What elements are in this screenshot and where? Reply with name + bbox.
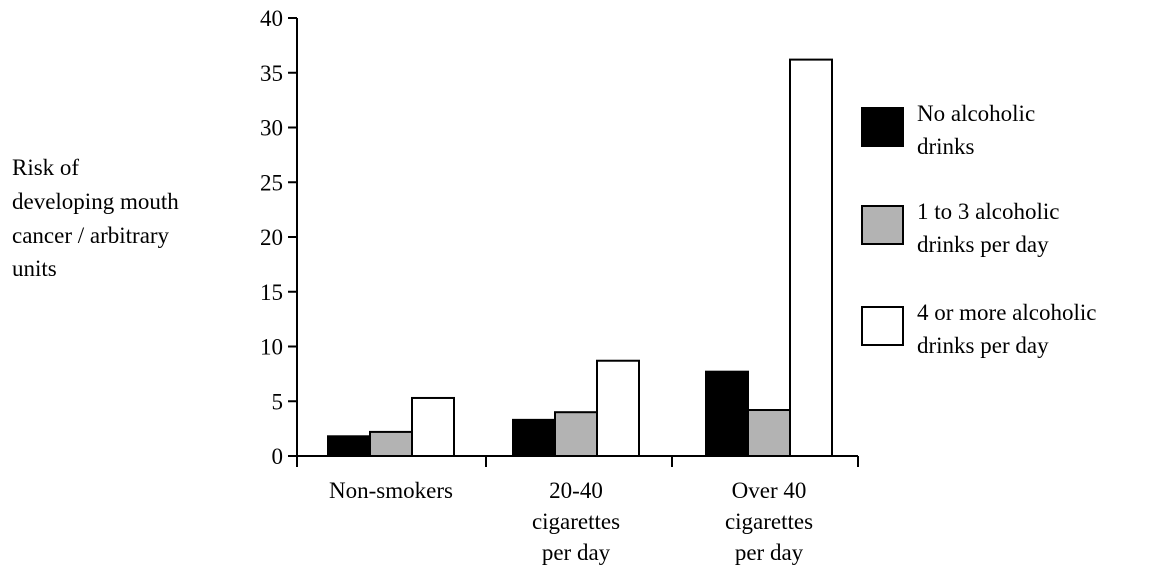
y-tick-label: 15 <box>260 280 283 305</box>
x-tick-label: per day <box>735 540 804 565</box>
y-tick-label: 35 <box>260 61 283 86</box>
y-tick-label: 25 <box>260 170 283 195</box>
legend-label: drinks per day <box>917 232 1049 257</box>
bar <box>789 58 833 458</box>
y-tick-label: 10 <box>260 335 283 360</box>
legend-label: drinks <box>917 134 975 159</box>
y-axis-label-line: cancer / arbitrary <box>12 223 170 248</box>
legend-swatch <box>861 107 904 147</box>
bar <box>512 418 556 457</box>
bar <box>596 359 640 457</box>
x-tick-label: Non-smokers <box>329 478 453 503</box>
x-tick-label: per day <box>542 540 611 565</box>
legend-label: 4 or more alcoholic <box>917 300 1096 325</box>
y-axis-label-line: developing mouth <box>12 189 179 214</box>
bar <box>747 409 791 458</box>
y-tick-label: 30 <box>260 116 283 141</box>
legend-swatch <box>861 306 904 346</box>
x-tick-label: 20-40 <box>549 478 603 503</box>
y-tick-label: 20 <box>260 225 283 250</box>
x-tick-label: Over 40 <box>732 478 807 503</box>
x-tick-label: cigarettes <box>725 509 813 534</box>
bar <box>705 370 749 457</box>
y-axis-label-line: units <box>12 256 57 281</box>
y-tick-label: 0 <box>272 444 284 469</box>
y-tick-label: 40 <box>260 6 283 31</box>
bar <box>554 411 598 458</box>
bar <box>327 435 371 458</box>
bar <box>411 396 455 457</box>
y-tick-label: 5 <box>272 389 284 414</box>
x-tick-label: cigarettes <box>532 509 620 534</box>
legend-label: No alcoholic <box>917 101 1035 126</box>
legend-swatch <box>861 205 904 245</box>
bar <box>369 430 413 458</box>
legend-label: 1 to 3 alcoholic <box>917 199 1059 224</box>
legend-label: drinks per day <box>917 333 1049 358</box>
y-axis-label-line: Risk of <box>12 155 80 180</box>
